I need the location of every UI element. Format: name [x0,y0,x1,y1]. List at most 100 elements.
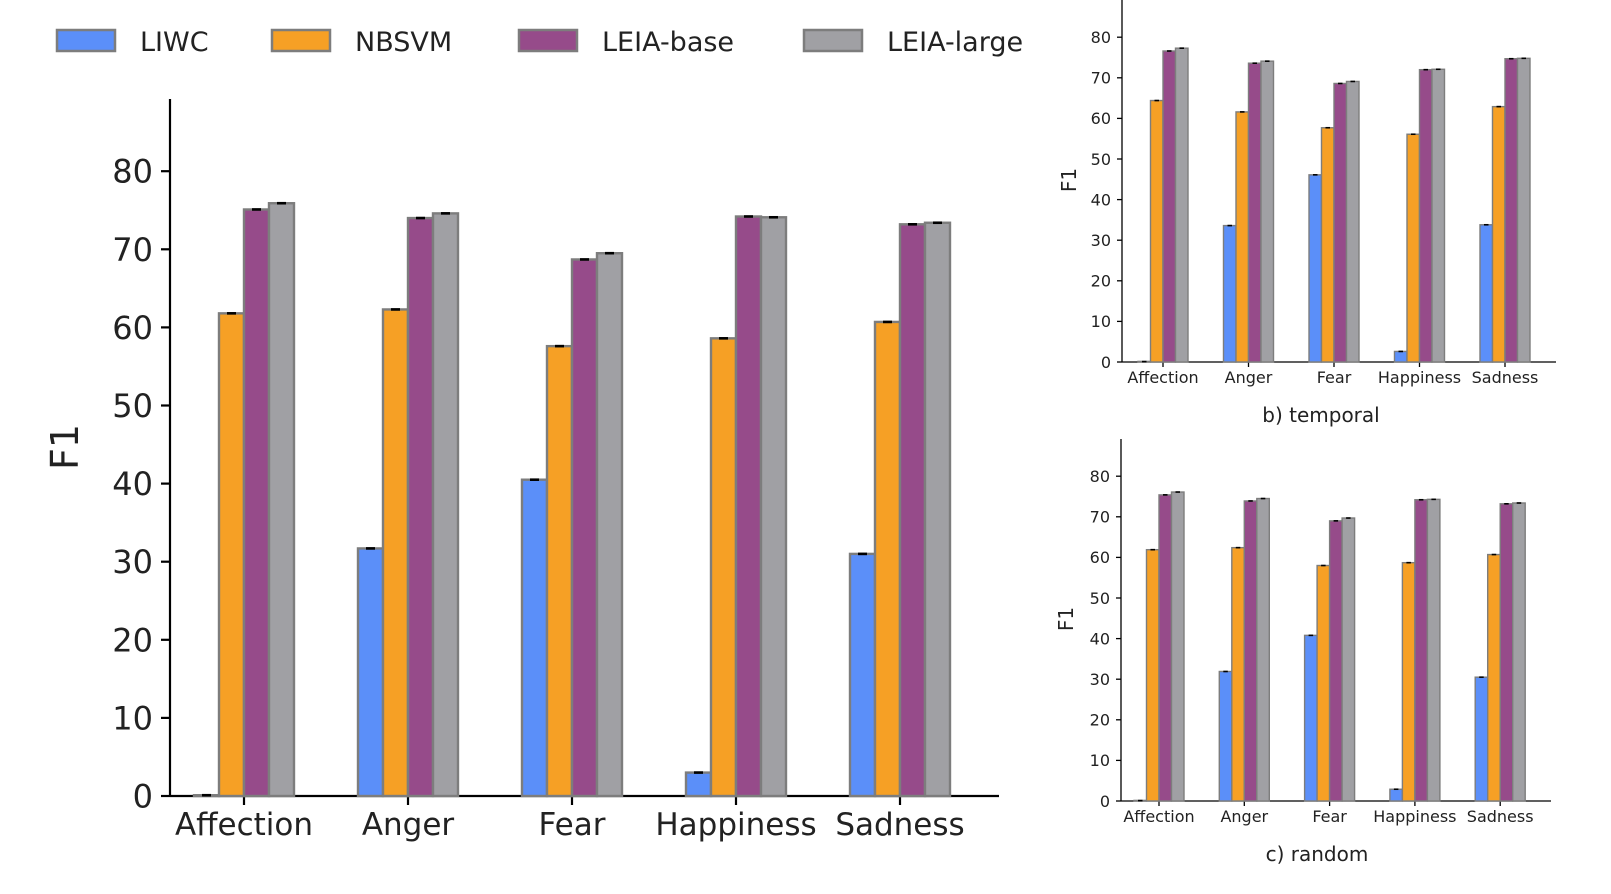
y-tick-label: 0 [1100,792,1110,811]
bar-liwc-sadness [848,552,877,798]
y-axis-label: F1 [43,424,87,470]
bar-leia-base-fear [1333,82,1348,363]
bar-liwc-sadness [1479,224,1494,363]
y-tick-label: 50 [1090,589,1110,608]
bar-nbsvm-affection [217,312,246,798]
bar-leia-large-happiness [759,216,788,798]
x-tick-label-affection: Affection [175,807,313,843]
y-tick-label: 0 [133,778,153,816]
bar-leia-base-fear [570,258,599,798]
legend-swatch-liwc [55,28,117,53]
bar-nbsvm-affection [1149,99,1164,363]
bar-nbsvm-fear [1320,127,1335,363]
y-axis-label: F1 [1054,607,1078,631]
bar-leia-base-fear [1328,520,1343,802]
legend-label-nbsvm: NBSVM [355,27,452,58]
y-tick-label: 80 [112,153,153,191]
x-tick-label-fear: Fear [1317,368,1352,387]
y-tick-label: 40 [112,465,153,503]
y-tick-label: 10 [1090,751,1110,770]
y-tick-label: 70 [1091,69,1111,88]
bar-liwc-sadness [1474,676,1489,802]
random-chart: 0 10 20 30 40 50 60 70 80 F1 c) random Affection Ang… [1054,439,1551,866]
bar-liwc-happiness [1393,350,1408,363]
bar-nbsvm-happiness [1406,133,1421,363]
bar-nbsvm-happiness [709,337,738,798]
bar-liwc-anger [356,547,385,798]
bar-leia-large-sadness [1516,57,1531,363]
bar-leia-large-affection [1170,491,1185,802]
y-tick-label: 10 [112,699,153,737]
bar-leia-large-anger [1256,497,1271,802]
y-tick-label: 50 [112,387,153,425]
bar-leia-base-anger [1243,500,1258,802]
legend-label-liwc: LIWC [140,27,209,58]
bar-liwc-fear [1303,634,1318,802]
y-tick-label: 20 [1091,272,1111,291]
bar-leia-base-affection [242,208,271,798]
y-tick-label: 20 [112,621,153,659]
bar-leia-large-anger [431,212,460,798]
bar-leia-large-affection [267,202,296,798]
y-tick-label: 50 [1091,150,1111,169]
x-tick-label-anger: Anger [1220,807,1268,826]
legend-label-leia-base: LEIA-base [602,27,734,58]
bar-nbsvm-anger [1231,546,1246,802]
bar-nbsvm-fear [545,344,574,798]
bar-nbsvm-happiness [1401,561,1416,802]
bar-nbsvm-fear [1316,564,1331,802]
bar-leia-base-sadness [898,223,927,798]
bar-leia-base-affection [1162,50,1177,363]
bar-leia-large-affection [1174,47,1189,363]
bar-liwc-fear [520,478,549,798]
y-tick-label: 30 [1090,670,1110,689]
bar-leia-base-affection [1158,494,1173,802]
chart-title: b) temporal [1262,403,1379,427]
y-tick-label: 40 [1091,190,1111,209]
bar-liwc-happiness [1389,788,1404,802]
bar-leia-base-sadness [1499,503,1514,802]
bar-leia-large-sadness [923,221,952,798]
x-tick-label-fear: Fear [539,807,606,843]
bar-leia-base-happiness [1414,499,1429,802]
y-tick-label: 40 [1090,629,1110,648]
bar-nbsvm-sadness [873,320,902,798]
x-tick-label-sadness: Sadness [835,807,964,843]
chart-title: c) random [1266,842,1369,866]
legend-swatch-leia-base [517,28,579,53]
legend-swatch-leia-large [802,28,864,53]
bar-nbsvm-sadness [1491,105,1506,363]
bar-liwc-anger [1218,670,1233,802]
temporal-chart: 0 10 20 30 40 50 60 70 80 F1 b) temporal Affection A… [1057,0,1556,427]
bar-leia-large-anger [1260,60,1275,363]
bar-nbsvm-anger [1235,111,1250,363]
bar-nbsvm-sadness [1486,553,1501,802]
bar-leia-base-anger [1247,62,1262,363]
y-tick-label: 60 [1091,109,1111,128]
bar-leia-base-happiness [734,215,763,798]
x-tick-label-affection: Affection [1127,368,1198,387]
bar-liwc-happiness [684,771,713,798]
legend: LIWC NBSVM LEIA-base LEIA-large [55,27,1023,58]
x-tick-label-happiness: Happiness [655,807,816,843]
bar-leia-large-fear [595,252,624,798]
bar-leia-large-happiness [1431,68,1446,363]
x-tick-label-fear: Fear [1312,807,1347,826]
bar-leia-base-happiness [1418,68,1433,363]
bar-liwc-anger [1222,224,1237,363]
x-tick-label-anger: Anger [1225,368,1273,387]
bar-nbsvm-anger [381,308,410,798]
y-tick-label: 70 [1090,508,1110,527]
y-tick-label: 80 [1091,28,1111,47]
y-axis-label: F1 [1057,168,1081,192]
x-tick-label-sadness: Sadness [1472,368,1539,387]
x-tick-label-happiness: Happiness [1373,807,1456,826]
y-tick-label: 30 [112,543,153,581]
bar-leia-large-fear [1341,517,1356,802]
x-tick-label-anger: Anger [362,807,455,843]
x-tick-label-happiness: Happiness [1378,368,1461,387]
x-tick-label-affection: Affection [1123,807,1194,826]
y-tick-label: 60 [112,309,153,347]
y-tick-label: 30 [1091,231,1111,250]
